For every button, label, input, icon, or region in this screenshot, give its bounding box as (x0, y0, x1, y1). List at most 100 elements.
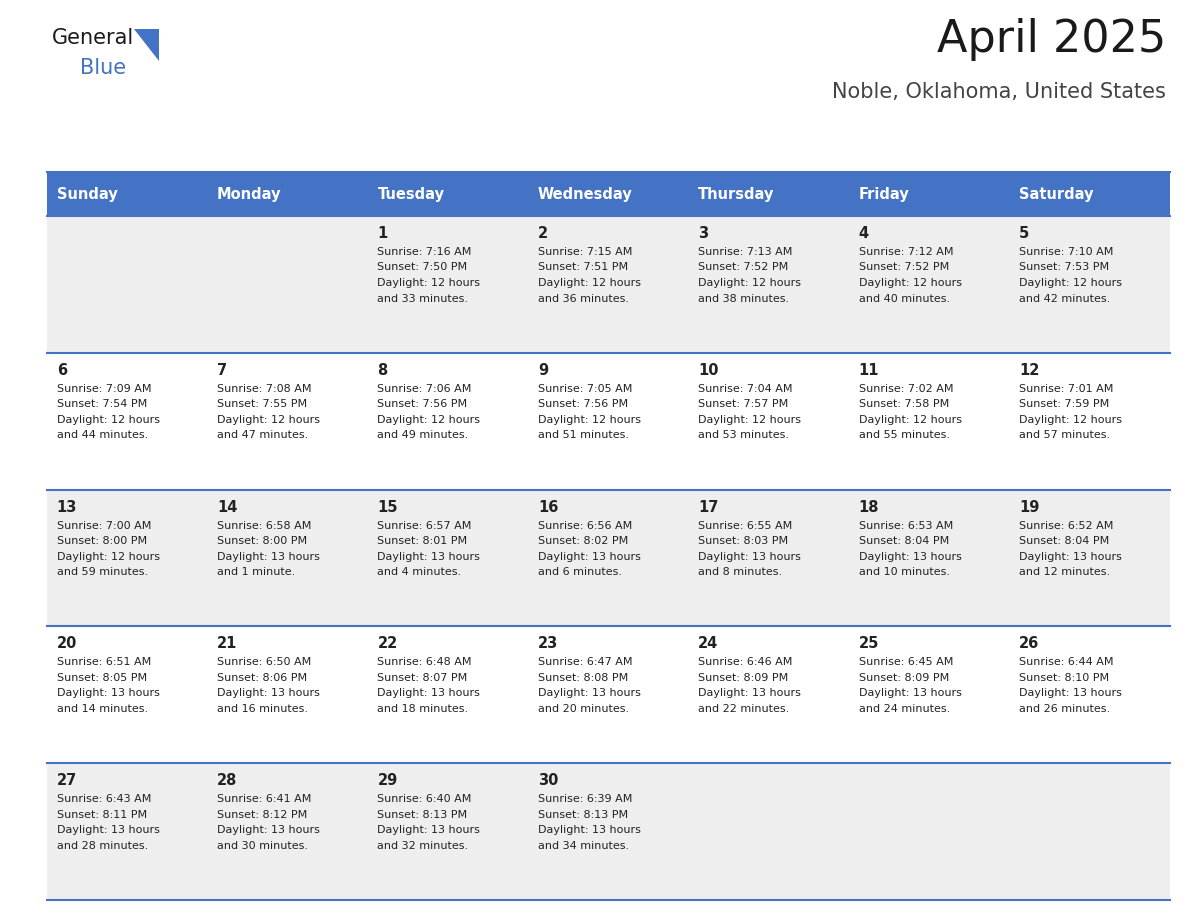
Bar (529, 172, 689, 216)
Text: Daylight: 13 hours: Daylight: 13 hours (57, 688, 159, 699)
Text: and 47 minutes.: and 47 minutes. (217, 431, 309, 441)
Text: 14: 14 (217, 499, 238, 515)
Text: 20: 20 (57, 636, 77, 652)
Bar (1010, 216, 1170, 353)
Text: Sunrise: 6:40 AM: Sunrise: 6:40 AM (378, 794, 472, 804)
Text: Monday: Monday (217, 186, 282, 201)
Bar (529, 216, 689, 353)
Text: and 14 minutes.: and 14 minutes. (57, 704, 147, 714)
Text: 13: 13 (57, 499, 77, 515)
Text: Sunset: 7:56 PM: Sunset: 7:56 PM (538, 399, 628, 409)
Bar (1010, 353, 1170, 489)
Text: Daylight: 12 hours: Daylight: 12 hours (1019, 415, 1123, 425)
Text: Daylight: 12 hours: Daylight: 12 hours (57, 552, 159, 562)
Bar (48, 489, 208, 626)
Text: and 59 minutes.: and 59 minutes. (57, 567, 147, 577)
Bar (368, 353, 529, 489)
Text: 29: 29 (378, 773, 398, 789)
Text: 9: 9 (538, 363, 548, 378)
Text: Sunset: 8:08 PM: Sunset: 8:08 PM (538, 673, 628, 683)
Text: Sunset: 7:56 PM: Sunset: 7:56 PM (378, 399, 468, 409)
Bar (849, 172, 1010, 216)
Text: Sunday: Sunday (57, 186, 118, 201)
Text: Noble, Oklahoma, United States: Noble, Oklahoma, United States (832, 82, 1165, 102)
Bar (48, 763, 208, 900)
Bar (689, 763, 849, 900)
Text: Daylight: 13 hours: Daylight: 13 hours (859, 552, 961, 562)
Text: Sunrise: 7:10 AM: Sunrise: 7:10 AM (1019, 247, 1113, 257)
Text: 6: 6 (57, 363, 67, 378)
Text: Sunset: 7:50 PM: Sunset: 7:50 PM (378, 263, 468, 273)
Bar (689, 626, 849, 763)
Text: Sunrise: 6:45 AM: Sunrise: 6:45 AM (859, 657, 953, 667)
Text: Sunrise: 6:52 AM: Sunrise: 6:52 AM (1019, 521, 1113, 531)
Text: 8: 8 (378, 363, 387, 378)
Text: Daylight: 13 hours: Daylight: 13 hours (378, 552, 480, 562)
Text: 4: 4 (859, 226, 868, 241)
Text: and 42 minutes.: and 42 minutes. (1019, 294, 1111, 304)
Text: Sunrise: 7:09 AM: Sunrise: 7:09 AM (57, 384, 151, 394)
Text: and 40 minutes.: and 40 minutes. (859, 294, 950, 304)
Text: Sunrise: 6:43 AM: Sunrise: 6:43 AM (57, 794, 151, 804)
Bar (208, 763, 368, 900)
Text: and 36 minutes.: and 36 minutes. (538, 294, 628, 304)
Text: and 53 minutes.: and 53 minutes. (699, 431, 789, 441)
Text: 2: 2 (538, 226, 548, 241)
Text: 27: 27 (57, 773, 77, 789)
Text: Sunrise: 7:04 AM: Sunrise: 7:04 AM (699, 384, 792, 394)
Text: Daylight: 12 hours: Daylight: 12 hours (859, 415, 962, 425)
Text: Daylight: 13 hours: Daylight: 13 hours (699, 552, 801, 562)
Text: and 28 minutes.: and 28 minutes. (57, 841, 147, 851)
Text: 11: 11 (859, 363, 879, 378)
Text: Sunrise: 7:12 AM: Sunrise: 7:12 AM (859, 247, 953, 257)
Text: Sunrise: 6:53 AM: Sunrise: 6:53 AM (859, 521, 953, 531)
Text: Sunrise: 6:47 AM: Sunrise: 6:47 AM (538, 657, 632, 667)
Text: April 2025: April 2025 (937, 18, 1165, 61)
Text: Sunrise: 6:46 AM: Sunrise: 6:46 AM (699, 657, 792, 667)
Bar (208, 172, 368, 216)
Bar (368, 763, 529, 900)
Text: 19: 19 (1019, 499, 1040, 515)
Text: 25: 25 (859, 636, 879, 652)
Text: Daylight: 12 hours: Daylight: 12 hours (378, 278, 480, 288)
Text: Tuesday: Tuesday (378, 186, 444, 201)
Bar (1010, 763, 1170, 900)
Text: Sunrise: 7:05 AM: Sunrise: 7:05 AM (538, 384, 632, 394)
Text: and 1 minute.: and 1 minute. (217, 567, 296, 577)
Text: Sunset: 8:04 PM: Sunset: 8:04 PM (859, 536, 949, 546)
Text: Sunset: 8:12 PM: Sunset: 8:12 PM (217, 810, 308, 820)
Text: Blue: Blue (80, 58, 126, 78)
Text: 12: 12 (1019, 363, 1040, 378)
Text: 23: 23 (538, 636, 558, 652)
Text: Sunset: 8:10 PM: Sunset: 8:10 PM (1019, 673, 1110, 683)
Text: Sunset: 7:52 PM: Sunset: 7:52 PM (859, 263, 949, 273)
Text: Daylight: 13 hours: Daylight: 13 hours (538, 552, 640, 562)
Bar (368, 626, 529, 763)
Text: Sunrise: 7:02 AM: Sunrise: 7:02 AM (859, 384, 953, 394)
Text: 1: 1 (378, 226, 387, 241)
Text: and 55 minutes.: and 55 minutes. (859, 431, 949, 441)
Text: and 22 minutes.: and 22 minutes. (699, 704, 790, 714)
Text: Sunset: 7:55 PM: Sunset: 7:55 PM (217, 399, 308, 409)
Text: Daylight: 12 hours: Daylight: 12 hours (217, 415, 320, 425)
Text: Daylight: 12 hours: Daylight: 12 hours (538, 415, 640, 425)
Text: Sunset: 7:52 PM: Sunset: 7:52 PM (699, 263, 789, 273)
Text: Thursday: Thursday (699, 186, 775, 201)
Bar (1010, 489, 1170, 626)
Text: Sunset: 8:02 PM: Sunset: 8:02 PM (538, 536, 628, 546)
Text: and 26 minutes.: and 26 minutes. (1019, 704, 1111, 714)
Text: Sunset: 7:57 PM: Sunset: 7:57 PM (699, 399, 789, 409)
Text: Sunrise: 7:16 AM: Sunrise: 7:16 AM (378, 247, 472, 257)
Text: Friday: Friday (859, 186, 910, 201)
Text: Sunset: 8:11 PM: Sunset: 8:11 PM (57, 810, 147, 820)
Text: 21: 21 (217, 636, 238, 652)
Bar (529, 626, 689, 763)
Text: Sunrise: 6:50 AM: Sunrise: 6:50 AM (217, 657, 311, 667)
Text: Daylight: 12 hours: Daylight: 12 hours (57, 415, 159, 425)
Bar (689, 353, 849, 489)
Text: Daylight: 13 hours: Daylight: 13 hours (699, 688, 801, 699)
Text: Saturday: Saturday (1019, 186, 1094, 201)
Text: 15: 15 (378, 499, 398, 515)
Text: and 8 minutes.: and 8 minutes. (699, 567, 783, 577)
Text: Sunset: 7:54 PM: Sunset: 7:54 PM (57, 399, 147, 409)
